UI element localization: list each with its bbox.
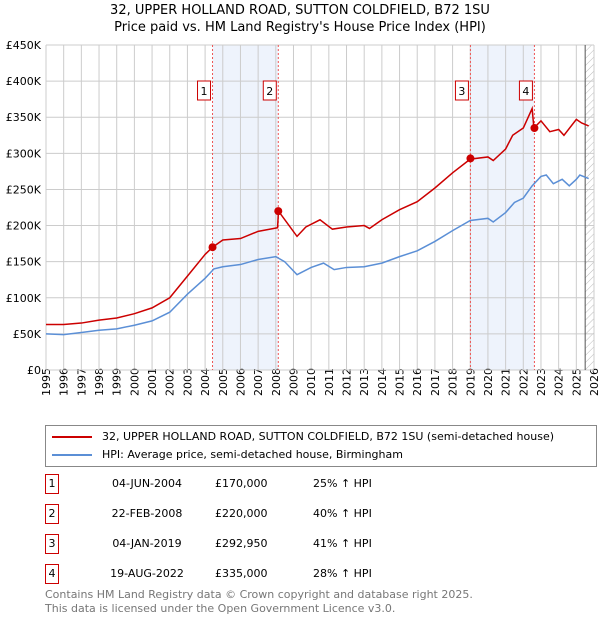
sale-label-box <box>454 80 469 101</box>
y-tick-label: £200K <box>6 220 42 233</box>
x-tick-label: 1997 <box>75 368 88 396</box>
footer-line-1: Contains HM Land Registry data © Crown c… <box>45 588 473 601</box>
sale-row: 1 04-JUN-2004 £170,000 25% ↑ HPI <box>45 474 445 494</box>
x-tick-label: 2016 <box>411 368 424 396</box>
sale-price: £170,000 <box>215 477 268 490</box>
y-tick-label: £0 <box>27 364 41 377</box>
footer: Contains HM Land Registry data © Crown c… <box>45 588 473 616</box>
x-tick-label: 2019 <box>464 368 477 396</box>
x-tick-label: 2010 <box>305 368 318 396</box>
sale-date: 04-JUN-2004 <box>111 477 183 490</box>
forecast-hatch <box>585 45 594 370</box>
x-tick-label: 2018 <box>447 368 460 396</box>
x-tick-label: 2025 <box>570 368 583 396</box>
x-tick-label: 2020 <box>482 368 495 396</box>
x-tick-label: 2005 <box>217 368 230 396</box>
sale-price: £292,950 <box>215 537 268 550</box>
sale-marker-badge: 2 <box>45 504 59 524</box>
x-tick-label: 1999 <box>111 368 124 396</box>
sale-marker-badge: 4 <box>45 564 59 584</box>
sale-hpi-change: 28% ↑ HPI <box>313 567 372 580</box>
sale-row: 2 22-FEB-2008 £220,000 40% ↑ HPI <box>45 504 445 524</box>
sale-point <box>274 207 283 216</box>
sale-label-box <box>518 80 533 101</box>
x-tick-label: 2002 <box>164 368 177 396</box>
sale-label-box <box>262 80 277 101</box>
sale-date: 22-FEB-2008 <box>111 507 183 520</box>
sale-label: 2 <box>266 85 273 98</box>
x-tick-label: 2012 <box>341 368 354 396</box>
chart-title: 32, UPPER HOLLAND ROAD, SUTTON COLDFIELD… <box>110 3 490 18</box>
sale-date: 04-JAN-2019 <box>112 537 182 550</box>
y-tick-label: £100K <box>6 292 42 305</box>
x-tick-label: 2009 <box>287 368 300 396</box>
sale-point <box>530 124 539 133</box>
chart-subtitle: Price paid vs. HM Land Registry's House … <box>114 20 486 35</box>
y-tick-label: £150K <box>6 256 42 269</box>
sale-price: £220,000 <box>215 507 268 520</box>
legend-label-property: 32, UPPER HOLLAND ROAD, SUTTON COLDFIELD… <box>102 430 554 443</box>
x-tick-label: 2021 <box>500 368 513 396</box>
x-tick-label: 1998 <box>93 368 106 396</box>
sale-label: 1 <box>201 85 208 98</box>
sale-price: £335,000 <box>215 567 268 580</box>
x-tick-label: 2000 <box>128 368 141 396</box>
sale-date: 19-AUG-2022 <box>110 567 184 580</box>
legend: 32, UPPER HOLLAND ROAD, SUTTON COLDFIELD… <box>45 425 597 467</box>
sale-hpi-change: 40% ↑ HPI <box>313 507 372 520</box>
sale-row: 4 19-AUG-2022 £335,000 28% ↑ HPI <box>45 564 445 584</box>
x-tick-label: 2014 <box>376 368 389 396</box>
hpi-line <box>45 174 589 336</box>
x-tick-label: 2004 <box>199 368 212 396</box>
x-tick-label: 2008 <box>270 368 283 396</box>
x-tick-label: 1995 <box>40 368 53 396</box>
sale-hpi-change: 41% ↑ HPI <box>313 537 372 550</box>
x-tick-label: 2001 <box>146 368 159 396</box>
y-tick-label: £250K <box>6 183 42 196</box>
y-tick-label: £300K <box>6 147 42 160</box>
sale-label: 4 <box>522 85 529 98</box>
y-tick-label: £400K <box>6 75 42 88</box>
x-tick-label: 2026 <box>588 368 600 396</box>
x-tick-label: 2024 <box>553 368 566 396</box>
sale-hpi-change: 25% ↑ HPI <box>313 477 372 490</box>
plot-area: 1995 1996 1997 1998 1999 2000 2001 2002 2003 2004… <box>6 39 600 396</box>
x-tick-label: 2023 <box>535 368 548 396</box>
sale-row: 3 04-JAN-2019 £292,950 41% ↑ HPI <box>45 534 445 554</box>
legend-label-hpi: HPI: Average price, semi-detached house,… <box>102 448 403 461</box>
footer-line-2: This data is licensed under the Open Gov… <box>45 602 396 615</box>
sale-label: 3 <box>458 85 465 98</box>
y-tick-label: £50K <box>13 328 42 341</box>
x-tick-label: 2011 <box>323 368 336 396</box>
sale-marker-badge: 1 <box>45 474 59 494</box>
x-tick-label: 2022 <box>517 368 530 396</box>
legend-swatch-hpi <box>52 454 92 456</box>
x-tick-label: 1996 <box>58 368 71 396</box>
y-tick-label: £450K <box>6 39 42 52</box>
x-tick-label: 2003 <box>181 368 194 396</box>
x-tick-label: 2017 <box>429 368 442 396</box>
sale-point <box>466 154 475 163</box>
sale-label-box <box>197 80 212 101</box>
sale-marker-badge: 3 <box>45 534 59 554</box>
y-tick-label: £350K <box>6 111 42 124</box>
x-tick-label: 2013 <box>358 368 371 396</box>
x-tick-label: 2006 <box>234 368 247 396</box>
x-tick-label: 2015 <box>394 368 407 396</box>
x-tick-label: 2007 <box>252 368 265 396</box>
legend-swatch-property <box>52 436 92 438</box>
sale-point <box>208 243 217 252</box>
